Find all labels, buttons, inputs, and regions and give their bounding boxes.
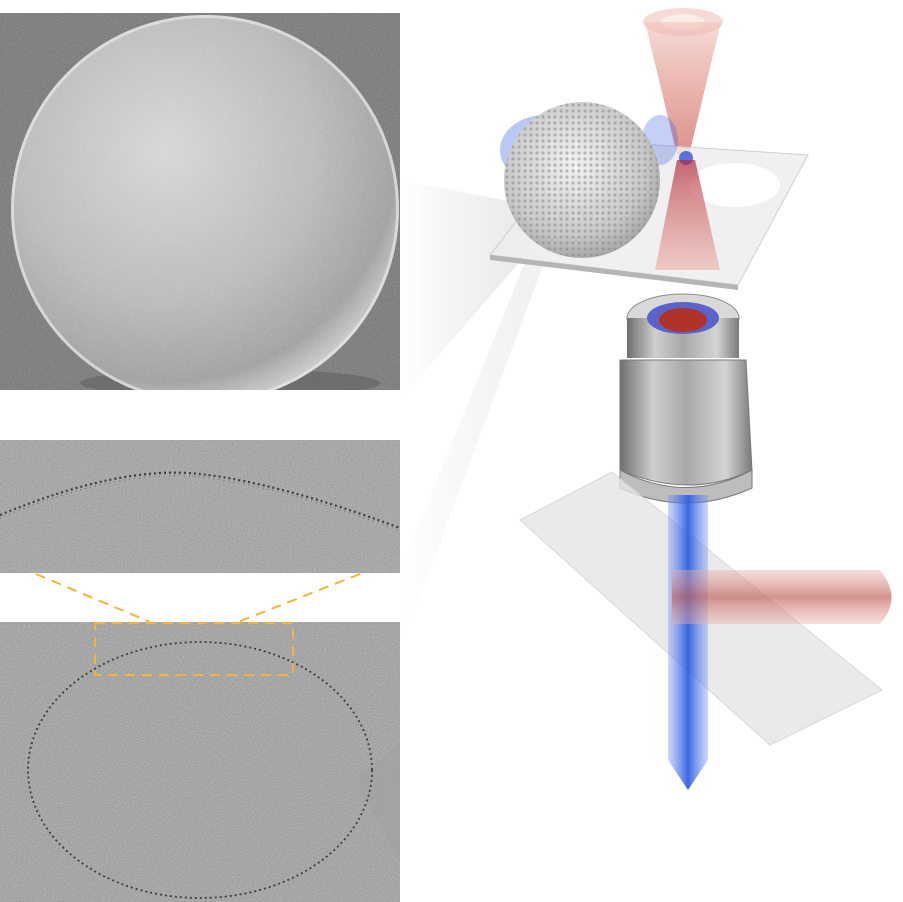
- sem-micrograph-panel: [0, 13, 400, 390]
- sem-image: [0, 13, 400, 390]
- inset-region-box: [94, 622, 294, 676]
- tem-full-image: [0, 622, 400, 902]
- optical-setup-schematic: [400, 8, 892, 790]
- transmitted-laser-cone: [655, 160, 720, 270]
- microscope-objective-icon: [619, 293, 753, 504]
- capsule-outline: [27, 641, 373, 899]
- projection-wedge: [400, 180, 530, 400]
- tem-zoom-image: [0, 440, 400, 573]
- tem-full-panel: [0, 622, 400, 902]
- incident-laser-cone: [645, 22, 721, 155]
- tem-zoom-panel: [0, 440, 400, 573]
- shell-edge-line: [0, 471, 400, 530]
- reference-red-beam: [672, 570, 892, 624]
- scattered-blue-beam: [668, 495, 708, 790]
